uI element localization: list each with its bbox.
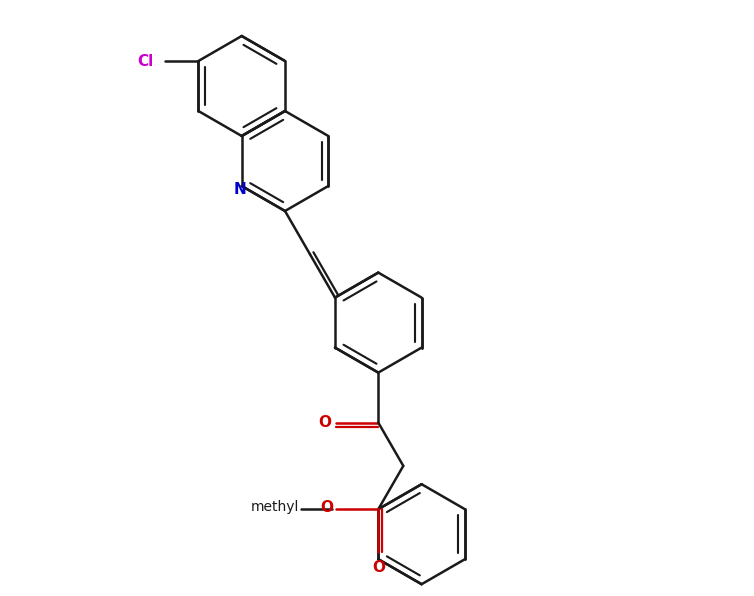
- Text: methyl: methyl: [250, 500, 299, 514]
- Text: Cl: Cl: [137, 54, 153, 69]
- Text: O: O: [372, 560, 385, 575]
- Text: N: N: [233, 182, 246, 197]
- Text: O: O: [317, 415, 331, 430]
- Text: O: O: [320, 499, 333, 515]
